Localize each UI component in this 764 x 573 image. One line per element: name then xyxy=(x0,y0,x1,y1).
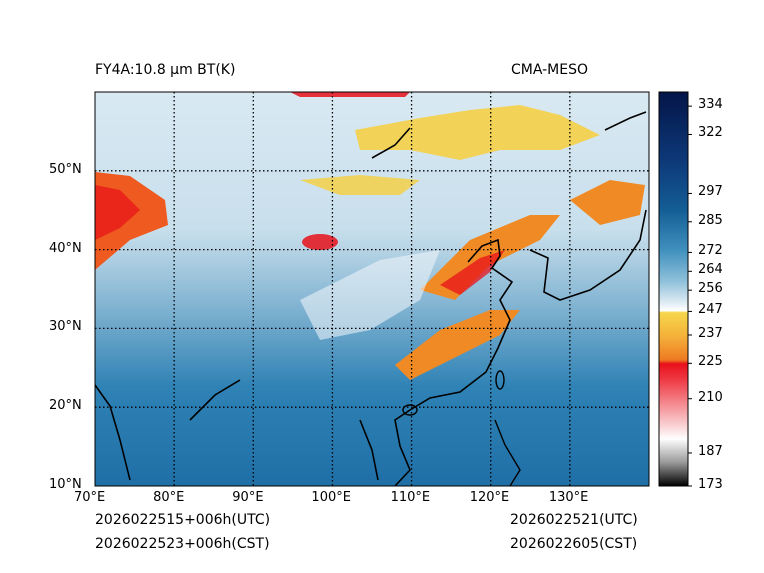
lon-label-120: 120°E xyxy=(469,490,510,505)
lat-label-40: 40°N xyxy=(49,240,82,256)
coastline-sakhalin xyxy=(371,111,647,159)
lon-label-100: 100°E xyxy=(311,490,351,505)
footer-left-cst: 2026022523+006h(CST) xyxy=(95,536,270,552)
cloud-band-south xyxy=(395,310,520,380)
coastline-philippines xyxy=(494,419,521,486)
cloud-white-band xyxy=(300,250,440,340)
colorbar-label-187: 187 xyxy=(698,443,723,459)
colorbar-label-297: 297 xyxy=(698,184,723,200)
cloud-yellow-north xyxy=(355,105,600,160)
title-right: CMA-MESO xyxy=(511,62,589,78)
colorbar-label-264: 264 xyxy=(698,262,723,278)
footer-right-utc: 2026022521(UTC) xyxy=(510,512,638,528)
lon-label-70: 70°E xyxy=(74,490,106,505)
title-left: FY4A:10.8 μm BT(K) xyxy=(95,62,236,78)
coastline-korea-japan xyxy=(529,209,647,301)
colorbar-label-210: 210 xyxy=(698,389,723,405)
footer-left-utc: 2026022515+006h(UTC) xyxy=(95,512,271,528)
colorbar-ticks xyxy=(688,105,692,487)
colorbar-frame xyxy=(658,91,689,487)
lat-label-20: 20°N xyxy=(49,398,82,414)
lon-label-80: 80°E xyxy=(153,490,185,505)
coastline-indochina xyxy=(359,409,411,486)
map-frame xyxy=(94,91,650,487)
colorbar-label-237: 237 xyxy=(698,326,723,341)
island-hainan xyxy=(402,404,418,416)
cloud-band-red xyxy=(440,250,505,295)
colorbar-label-322: 322 xyxy=(698,125,723,141)
coastline-china-east xyxy=(409,238,514,411)
cloud-yellow-mid xyxy=(300,175,420,195)
lat-label-50: 50°N xyxy=(49,161,82,177)
colorbar-label-247: 247 xyxy=(698,302,723,318)
colorbar-gradient xyxy=(659,92,688,486)
colorbar-label-285: 285 xyxy=(698,212,723,228)
graticule xyxy=(95,92,649,486)
coastline-india xyxy=(95,379,241,481)
lat-label-30: 30°N xyxy=(49,319,82,335)
lat-label-10: 10°N xyxy=(49,477,82,492)
cloud-small-red xyxy=(302,234,338,250)
island-taiwan xyxy=(495,370,505,390)
colorbar-label-272: 272 xyxy=(698,243,723,259)
cloud-top-red xyxy=(290,92,410,97)
colorbar-label-334: 334 xyxy=(698,97,723,113)
colorbar-label-173: 173 xyxy=(698,477,723,492)
cloud-northeast-orange xyxy=(570,180,645,225)
colorbar-label-256: 256 xyxy=(698,281,723,297)
colorbar-label-225: 225 xyxy=(698,354,723,370)
lon-label-110: 110°E xyxy=(390,490,431,505)
lon-label-130: 130°E xyxy=(548,490,589,505)
cloud-west-red-core xyxy=(95,185,140,240)
lon-label-90: 90°E xyxy=(232,490,264,505)
footer-right-cst: 2026022605(CST) xyxy=(510,536,638,552)
